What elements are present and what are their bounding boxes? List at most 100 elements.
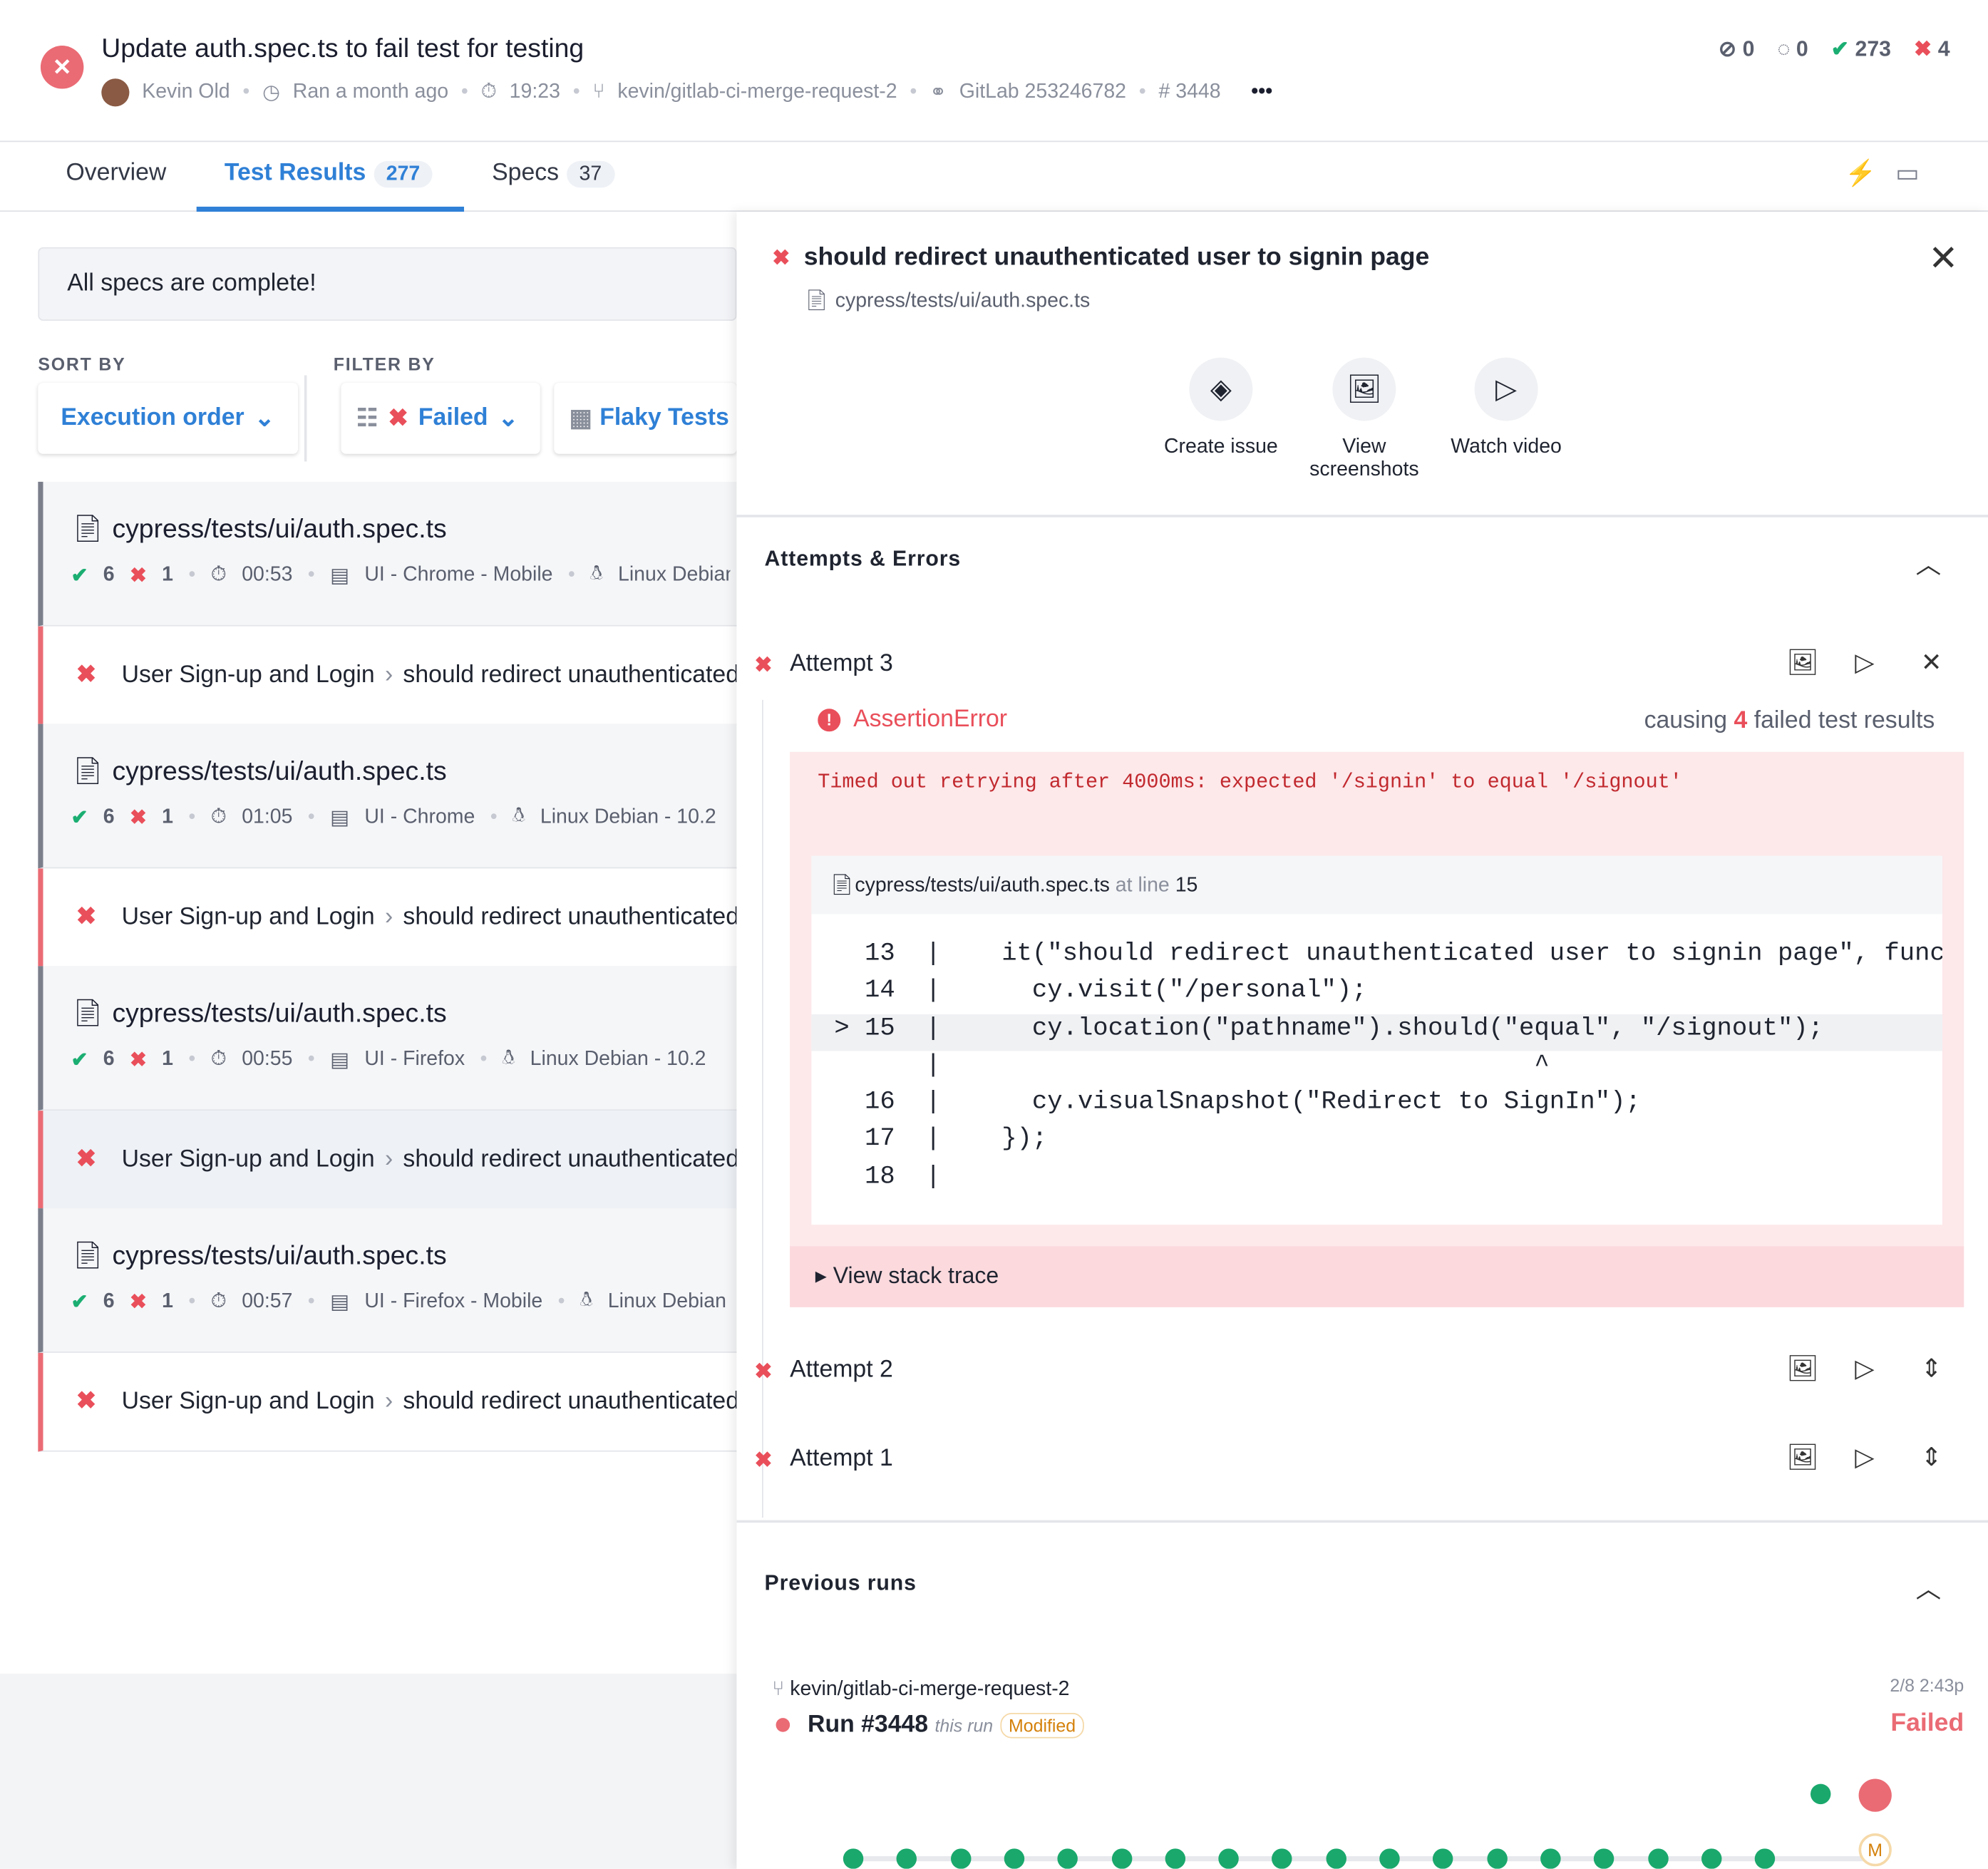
separator: • (557, 1290, 565, 1312)
history-run-dot[interactable] (1486, 1848, 1508, 1869)
expand-icon[interactable]: ⇕ (1920, 1355, 1942, 1384)
run-status: Failed (1890, 1709, 1964, 1737)
code-line-text: }); (971, 1125, 1048, 1155)
code-frame-header[interactable]: 📄︎cypress/tests/ui/auth.spec.ts at line … (811, 855, 1942, 915)
close-icon[interactable]: ✕ (1928, 238, 1959, 278)
history-run-dot[interactable] (1325, 1848, 1346, 1869)
x-icon: ✖ (76, 904, 97, 931)
flaky-icon[interactable]: ⚡ (1845, 160, 1877, 188)
run-meta: Kevin Old • ◷ Ran a month ago • ⏱ 19:23 • ⑂ ke… (101, 78, 1273, 107)
author[interactable]: Kevin Old (142, 81, 230, 103)
sort-dropdown[interactable]: Execution order ⌄ (38, 383, 298, 454)
screenshot-icon[interactable]: 🖼︎ (1786, 1355, 1819, 1384)
flaky-filter[interactable]: ▦ Flaky Tests (554, 383, 737, 454)
test-row[interactable]: ✖ User Sign-up and Login › should redirect … (38, 626, 737, 726)
code-line-text: it("should redirect unauthenticated user… (971, 939, 1942, 969)
separator: • (480, 1048, 488, 1071)
history-run-dot[interactable] (950, 1848, 971, 1869)
create-issue-button[interactable]: ◈ Create issue (1145, 357, 1297, 459)
history-run-dot[interactable] (843, 1848, 864, 1869)
spec-group[interactable]: 📄︎ cypress/tests/ui/auth.spec.ts ✔ 6 ✖ 1 • ⏱ 0… (38, 481, 737, 627)
line-number: 15 (1175, 875, 1198, 897)
test-detail-panel: ✖ should redirect unauthenticated user t… (736, 212, 1988, 1869)
history-run-dot[interactable] (1111, 1848, 1132, 1869)
attempt-1-toggle[interactable]: Attempt 1 (790, 1445, 893, 1473)
branch[interactable]: kevin/gitlab-ci-merge-request-2 (617, 81, 897, 103)
run-link[interactable]: Run #3448 this run Modified (808, 1711, 1085, 1739)
skipped-icon: ⊘ (1718, 36, 1737, 61)
code-line: > 15 | cy.location("pathname").should("e… (811, 1014, 1942, 1051)
code-line-text: ^ (971, 1051, 1550, 1081)
timer-icon: ⏱ (210, 806, 227, 828)
history-run-dot[interactable] (1057, 1848, 1078, 1869)
tab-specs[interactable]: Specs 37 (492, 160, 614, 188)
file-icon: 📄︎ (803, 290, 830, 312)
error-name: AssertionError (853, 706, 1008, 733)
passed-count: 6 (103, 806, 115, 828)
tab-label: Test Results (224, 160, 366, 187)
history-run-dot[interactable] (1165, 1848, 1185, 1869)
check-icon: ✔ (71, 1292, 88, 1314)
x-icon: ✖ (1914, 36, 1932, 61)
caret-right-icon: ▸ (815, 1262, 827, 1289)
code-line-text: cy.visualSnapshot("Redirect to SignIn"); (971, 1088, 1641, 1118)
tab-test-results[interactable]: Test Results 277 (224, 160, 433, 188)
test-row[interactable]: ✖ User Sign-up and Login › should redirect … (38, 1111, 737, 1210)
archive-icon[interactable]: ▭ (1895, 160, 1920, 188)
chevron-up-icon[interactable]: ︿ (1915, 551, 1942, 580)
check-icon: ✔ (71, 808, 88, 830)
separator: • (910, 81, 917, 103)
chevron-right-icon: › (384, 903, 393, 930)
spec-file[interactable]: 📄︎ cypress/tests/ui/auth.spec.ts (804, 288, 1091, 314)
this-run-label: this run (934, 1715, 994, 1736)
history-run-dot[interactable] (1433, 1848, 1453, 1869)
play-icon[interactable]: ▷ (1855, 649, 1875, 677)
history-run-dot[interactable] (1004, 1848, 1024, 1869)
issue-icon: ◈ (1189, 357, 1253, 421)
history-run-dot[interactable] (1701, 1848, 1722, 1869)
play-icon[interactable]: ▷ (1855, 1355, 1875, 1384)
failed-count: 1 (162, 806, 174, 828)
count-value: 0 (1796, 36, 1808, 61)
tab-overview[interactable]: Overview (66, 160, 166, 187)
history-run-dot[interactable] (897, 1848, 917, 1869)
history-run-dot[interactable] (1810, 1783, 1831, 1805)
view-stack-trace-button[interactable]: ▸ View stack trace (790, 1246, 1964, 1307)
spec-group[interactable]: 📄︎ cypress/tests/ui/auth.spec.ts ✔ 6 ✖ 1 • ⏱ 0… (38, 966, 737, 1111)
expand-icon[interactable]: ⇕ (1920, 1443, 1942, 1473)
history-run-dot[interactable] (1594, 1848, 1614, 1869)
attempt-3-toggle[interactable]: Attempt 3 (790, 650, 893, 677)
chevron-up-icon[interactable]: ︿ (1915, 1575, 1942, 1605)
separator: • (188, 564, 196, 586)
history-run-dot[interactable] (1379, 1848, 1400, 1869)
status-filter-dropdown[interactable]: ☷ ✖ Failed ⌄ (341, 383, 540, 454)
spec-file: 📄︎ cypress/tests/ui/auth.spec.ts (71, 757, 447, 788)
causing-count: 4 (1734, 707, 1748, 734)
view-screenshots-button[interactable]: 🖼︎ View screenshots (1288, 357, 1440, 482)
filter-label: FILTER BY (333, 354, 436, 374)
history-run-dot[interactable] (1647, 1848, 1668, 1869)
spec-group[interactable]: 📄︎ cypress/tests/ui/auth.spec.ts ✔ 6 ✖ 1 • ⏱ 0… (38, 724, 737, 869)
collapse-icon[interactable]: ✕ (1920, 649, 1942, 677)
spec-duration: 00:53 (242, 564, 293, 586)
test-row[interactable]: ✖ User Sign-up and Login › should redirect … (38, 868, 737, 968)
history-run-dot[interactable] (1272, 1848, 1293, 1869)
test-row[interactable]: ✖ User Sign-up and Login › should redirect … (38, 1352, 737, 1452)
test-suite: User Sign-up and Login (121, 1145, 375, 1173)
screenshot-icon[interactable]: 🖼︎ (1786, 649, 1819, 677)
screenshot-icon[interactable]: 🖼︎ (1786, 1443, 1819, 1473)
more-button[interactable]: ••• (1251, 81, 1273, 103)
duration: 19:23 (509, 81, 560, 103)
history-run-dot[interactable] (1540, 1848, 1561, 1869)
play-icon[interactable]: ▷ (1855, 1443, 1875, 1473)
current-run-dot[interactable] (1858, 1778, 1892, 1812)
code-line: | ^ (895, 1051, 1550, 1081)
watch-video-button[interactable]: ▷ Watch video (1430, 357, 1582, 459)
ci-link[interactable]: GitLab 253246782 (959, 81, 1126, 103)
attempt-2-toggle[interactable]: Attempt 2 (790, 1356, 893, 1384)
history-run-dot[interactable] (1754, 1848, 1776, 1869)
test-name: should redirect unauthenticated user to … (403, 1387, 737, 1415)
spec-group[interactable]: 📄︎ cypress/tests/ui/auth.spec.ts ✔ 6 ✖ 1 • ⏱ 0… (38, 1208, 737, 1353)
x-icon: ✖ (76, 1388, 97, 1416)
history-run-dot[interactable] (1218, 1848, 1239, 1869)
